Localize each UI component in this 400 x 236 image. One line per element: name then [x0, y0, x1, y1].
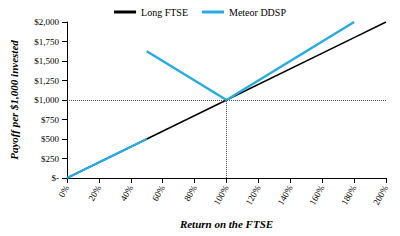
svg-text:0%: 0% [57, 183, 72, 199]
svg-text:Long FTSE: Long FTSE [141, 7, 188, 18]
svg-text:$1,750: $1,750 [34, 37, 59, 47]
svg-text:200%: 200% [371, 183, 390, 207]
svg-text:Meteor DDSP: Meteor DDSP [229, 7, 286, 18]
svg-text:80%: 80% [182, 183, 199, 203]
svg-text:$-: $- [52, 173, 60, 183]
svg-text:60%: 60% [150, 183, 167, 203]
svg-text:20%: 20% [86, 183, 103, 203]
svg-text:$750: $750 [41, 115, 60, 125]
svg-text:$1,250: $1,250 [34, 76, 59, 86]
svg-text:160%: 160% [307, 183, 326, 207]
svg-text:120%: 120% [244, 183, 263, 207]
svg-text:140%: 140% [275, 183, 294, 207]
svg-text:$1,500: $1,500 [34, 56, 59, 66]
svg-text:Payoff per $1,000 invested: Payoff per $1,000 invested [8, 40, 20, 160]
svg-text:$2,000: $2,000 [34, 17, 59, 27]
svg-text:$500: $500 [41, 134, 60, 144]
svg-text:100%: 100% [212, 183, 231, 207]
svg-text:$1,000: $1,000 [34, 95, 59, 105]
svg-text:$250: $250 [41, 154, 60, 164]
svg-text:40%: 40% [118, 183, 135, 203]
svg-text:180%: 180% [339, 183, 358, 207]
svg-text:Return on the FTSE: Return on the FTSE [179, 218, 273, 230]
